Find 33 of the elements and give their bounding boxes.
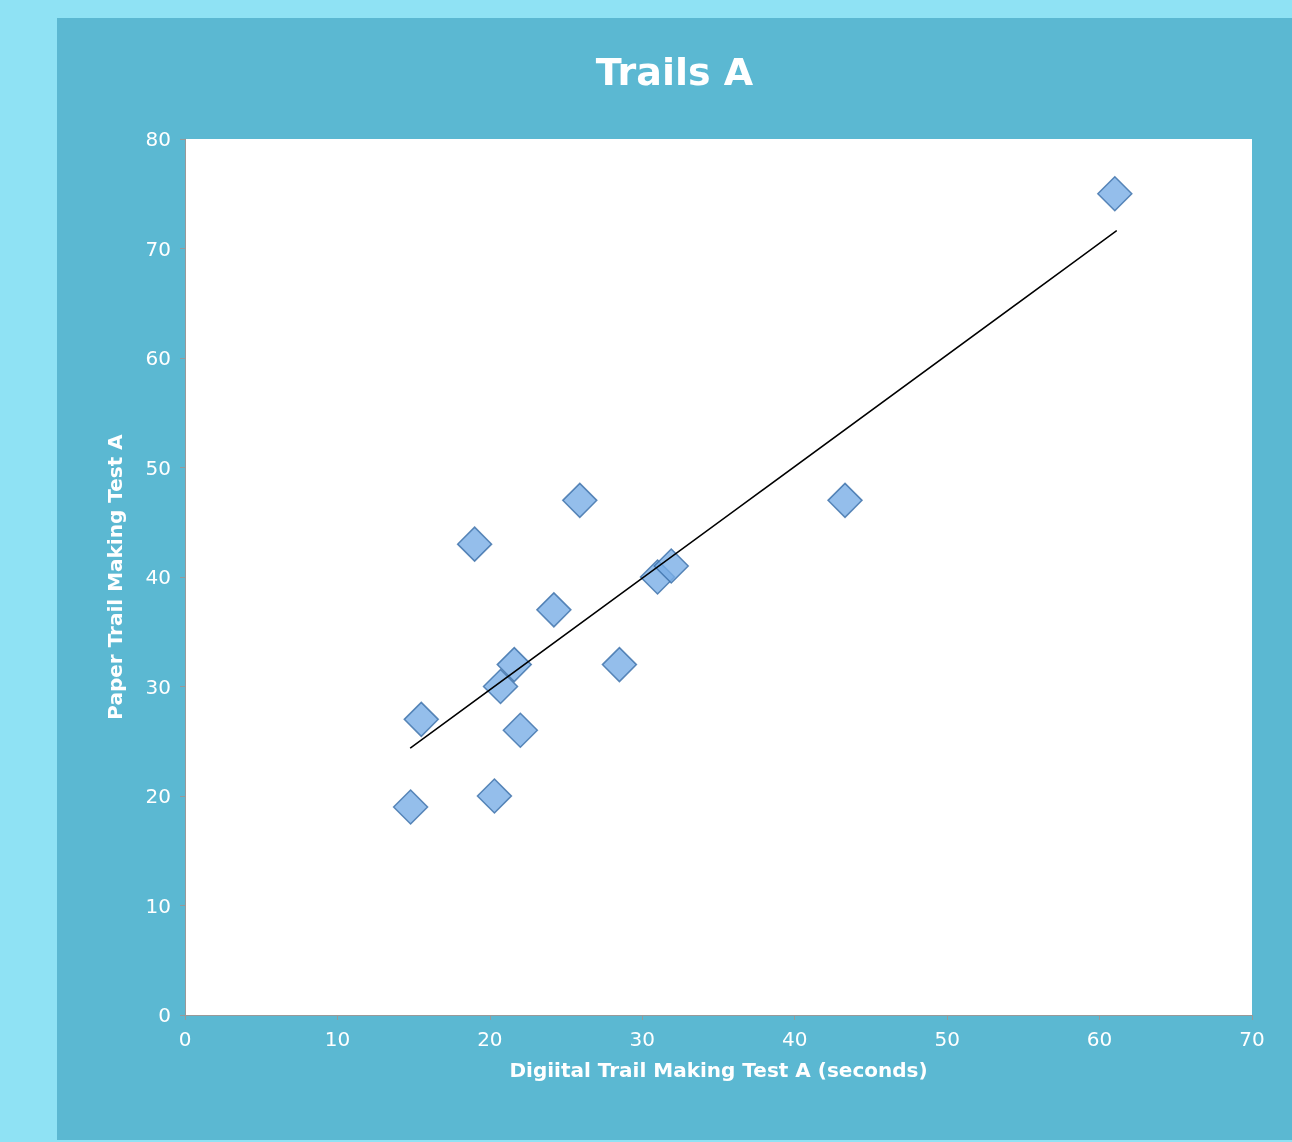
y-tick-label: 40 <box>145 565 171 589</box>
point <box>456 526 493 562</box>
x-tick-label: 10 <box>324 1027 351 1051</box>
chart-title: Trails A <box>595 50 754 94</box>
point <box>482 668 519 705</box>
x-tick-label: 40 <box>781 1027 808 1051</box>
point <box>392 789 429 825</box>
point <box>502 712 539 749</box>
point <box>653 548 689 584</box>
point <box>476 778 513 814</box>
point <box>403 701 440 738</box>
x-tick-label: 70 <box>1239 1027 1265 1051</box>
x-tick-label: 0 <box>178 1027 192 1051</box>
point <box>536 592 572 628</box>
x-tick-label: 30 <box>629 1027 656 1051</box>
y-tick-label: 0 <box>158 1003 171 1027</box>
y-tick-label: 30 <box>145 674 171 699</box>
x-tick-label: 20 <box>477 1027 503 1051</box>
point <box>496 646 532 683</box>
y-tick-label: 10 <box>145 893 171 918</box>
y-tick-label: 70 <box>145 236 171 261</box>
y-tick-label: 60 <box>145 346 171 370</box>
point <box>601 646 638 683</box>
point <box>562 482 598 519</box>
y-tick-label: 50 <box>145 455 171 480</box>
point <box>827 482 863 519</box>
x-axis-title: Digiital Trail Making Test A (seconds) <box>509 1058 928 1082</box>
x-tick-label: 60 <box>1086 1027 1113 1051</box>
y-axis-title: Paper Trail Making Test A <box>103 433 127 720</box>
x-tick-label: 50 <box>934 1027 960 1051</box>
y-tick-label: 80 <box>145 127 171 151</box>
y-tick-label: 20 <box>145 784 171 808</box>
point <box>1097 176 1133 212</box>
